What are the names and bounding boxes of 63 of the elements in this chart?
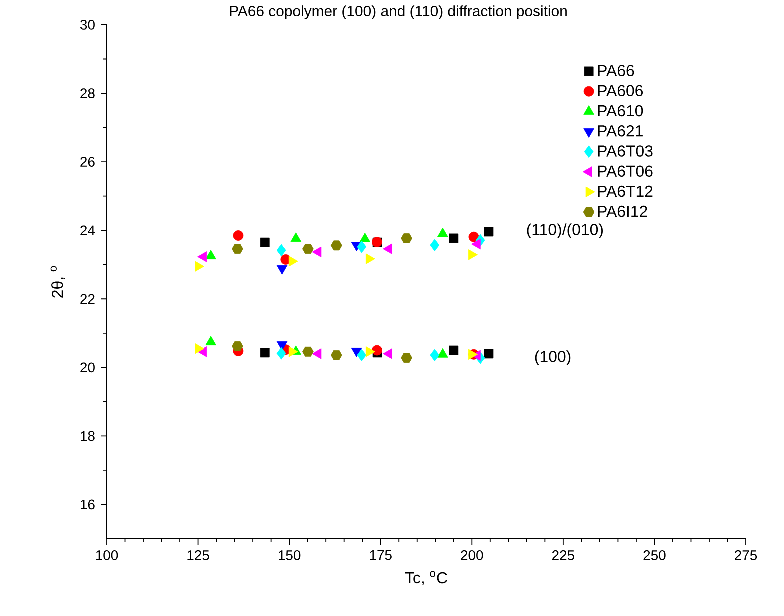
annotation: (110)/(010) bbox=[527, 224, 603, 239]
point bbox=[276, 347, 286, 360]
legend-label: PA6T03 bbox=[598, 146, 653, 157]
legend-label: PA6I12 bbox=[598, 206, 648, 218]
point bbox=[468, 250, 478, 260]
point bbox=[198, 252, 207, 262]
y-tick-label: 28 bbox=[80, 88, 95, 98]
point bbox=[276, 244, 286, 257]
point bbox=[430, 239, 440, 252]
point bbox=[330, 240, 342, 251]
y-tick-label: 20 bbox=[80, 362, 95, 373]
x-tick-label: 150 bbox=[279, 550, 301, 560]
legend-label: PA606 bbox=[598, 85, 644, 97]
x-tick-label: 275 bbox=[735, 550, 758, 560]
x-tick-label: 100 bbox=[96, 550, 118, 560]
point bbox=[401, 234, 412, 244]
y-tick-label: 22 bbox=[80, 294, 95, 304]
point bbox=[372, 345, 382, 356]
point bbox=[288, 346, 298, 358]
legend-label: PA6T06 bbox=[598, 166, 653, 177]
point bbox=[449, 346, 459, 356]
point bbox=[357, 240, 367, 254]
point bbox=[312, 246, 322, 258]
point bbox=[484, 227, 494, 237]
legend-label: PA621 bbox=[598, 126, 643, 137]
x-axis-title: Tc, $^{o}$C bbox=[405, 571, 448, 586]
point bbox=[276, 265, 288, 275]
x-tick-label: 175 bbox=[370, 550, 392, 560]
point bbox=[366, 254, 376, 264]
point bbox=[312, 348, 322, 360]
x-tick-label: 250 bbox=[644, 550, 666, 560]
point bbox=[232, 341, 244, 352]
point bbox=[484, 349, 494, 359]
point bbox=[357, 349, 367, 362]
point bbox=[302, 346, 314, 357]
point bbox=[260, 348, 270, 358]
point bbox=[206, 336, 216, 346]
point bbox=[290, 232, 302, 242]
point bbox=[401, 353, 412, 364]
point bbox=[288, 256, 298, 267]
legend-label: PA66 bbox=[598, 65, 634, 76]
y-tick-label: 24 bbox=[80, 226, 96, 236]
point bbox=[366, 346, 376, 358]
x-tick-label: 200 bbox=[461, 550, 484, 560]
chart-title: PA66 copolymer (100) and (110) diffraction position bbox=[230, 6, 567, 20]
y-tick-label: 30 bbox=[80, 20, 95, 30]
point bbox=[232, 244, 244, 254]
y-tick-label: 26 bbox=[80, 157, 95, 168]
y-tick-label: 16 bbox=[81, 500, 95, 510]
x-tick-label: 225 bbox=[552, 550, 574, 560]
y-axis-title: 2θ, $^{o}$ bbox=[50, 266, 66, 298]
point bbox=[330, 350, 342, 360]
y-tick-label: 18 bbox=[81, 431, 95, 442]
point bbox=[468, 232, 480, 242]
annotation: (100) bbox=[535, 350, 571, 366]
point bbox=[430, 349, 440, 362]
point bbox=[449, 234, 459, 244]
x-tick-label: 125 bbox=[188, 550, 210, 560]
point bbox=[260, 238, 270, 248]
point bbox=[302, 244, 314, 254]
legend-label: PA610 bbox=[598, 105, 644, 117]
point bbox=[233, 230, 244, 241]
legend-label: PA6T12 bbox=[598, 186, 653, 198]
